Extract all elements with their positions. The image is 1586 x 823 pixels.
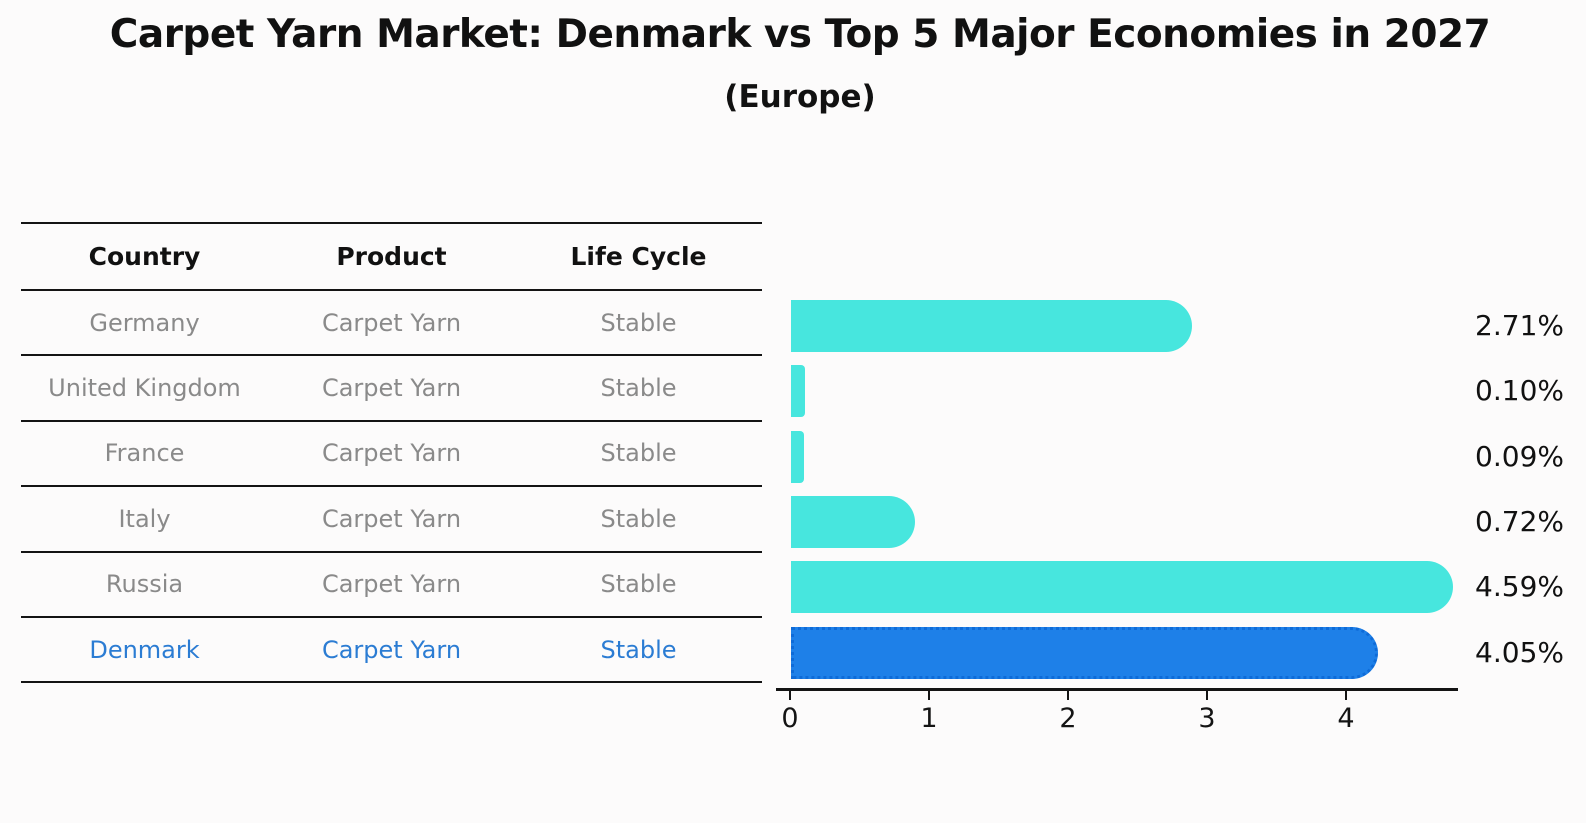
value-label-russia: 4.59% (1475, 570, 1564, 604)
x-tick-label-3: 3 (1198, 703, 1216, 734)
x-tick-label-2: 2 (1059, 703, 1077, 734)
value-label-united-kingdom: 0.10% (1475, 374, 1564, 408)
chart-title: Carpet Yarn Market: Denmark vs Top 5 Maj… (109, 12, 1491, 57)
bar-denmark (791, 626, 1378, 679)
bar-france (791, 430, 804, 483)
chart-subtitle: (Europe) (724, 79, 876, 115)
cell-life-cycle-germany: Stable (600, 308, 677, 337)
cell-country-italy: Italy (118, 504, 171, 533)
country-table: Country Product Life Cycle Germany Carpet… (21, 222, 762, 684)
cell-product-denmark: Carpet Yarn (321, 635, 462, 664)
table-body: Germany Carpet Yarn Stable United Kingdom Ca… (21, 291, 762, 684)
cell-product-italy: Carpet Yarn (321, 504, 462, 533)
value-label-france: 0.09% (1475, 439, 1564, 473)
value-label-italy: 0.72% (1475, 504, 1564, 538)
bar-united-kingdom (791, 365, 805, 418)
cell-product-france: Carpet Yarn (321, 439, 462, 468)
cell-life-cycle-russia: Stable (600, 570, 677, 599)
value-label-germany: 2.71% (1475, 308, 1564, 342)
cell-country-russia: Russia (105, 570, 184, 599)
column-header-life-cycle: Life Cycle (570, 242, 707, 271)
cell-country-united-kingdom: United Kingdom (48, 374, 241, 403)
table-row-italy: Italy Carpet Yarn Stable (21, 487, 762, 553)
table-row-germany: Germany Carpet Yarn Stable (21, 291, 762, 357)
x-tick-mark-4 (1344, 691, 1348, 700)
cell-country-france: France (104, 439, 185, 468)
cell-product-united-kingdom: Carpet Yarn (321, 374, 462, 403)
bar-russia (791, 561, 1453, 614)
x-tick-mark-3 (1205, 691, 1209, 700)
x-tick-label-0: 0 (781, 703, 799, 734)
column-header-country: Country (88, 242, 201, 271)
cell-country-germany: Germany (89, 308, 200, 337)
cell-life-cycle-italy: Stable (600, 504, 677, 533)
x-axis-line (776, 688, 1458, 691)
cell-life-cycle-france: Stable (600, 439, 677, 468)
column-header-product: Product (336, 242, 447, 271)
cell-product-russia: Carpet Yarn (321, 570, 462, 599)
table-row-united-kingdom: United Kingdom Carpet Yarn Stable (21, 356, 762, 422)
table-row-russia: Russia Carpet Yarn Stable (21, 553, 762, 618)
cell-life-cycle-united-kingdom: Stable (600, 374, 677, 403)
table-row-france: France Carpet Yarn Stable (21, 422, 762, 488)
x-tick-mark-1 (927, 691, 931, 700)
x-tick-label-1: 1 (920, 703, 938, 734)
x-tick-mark-0 (788, 691, 792, 700)
bar-germany (791, 299, 1192, 352)
cell-product-germany: Carpet Yarn (321, 308, 462, 337)
bar-italy (791, 495, 916, 548)
x-tick-mark-2 (1066, 691, 1070, 700)
table-row-denmark: Denmark Carpet Yarn Stable (21, 618, 762, 684)
x-tick-label-4: 4 (1337, 703, 1355, 734)
cell-life-cycle-denmark: Stable (600, 635, 677, 664)
value-label-denmark: 4.05% (1475, 635, 1564, 669)
cell-country-denmark: Denmark (89, 635, 200, 664)
table-header-row: Country Product Life Cycle (21, 222, 762, 291)
